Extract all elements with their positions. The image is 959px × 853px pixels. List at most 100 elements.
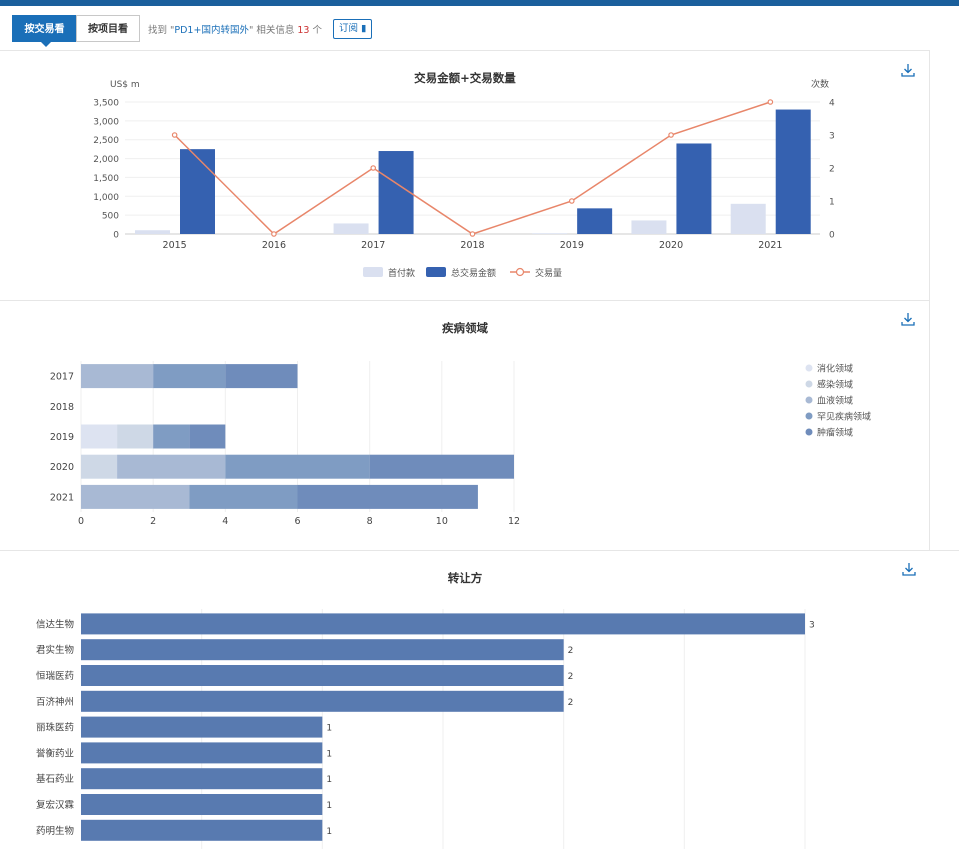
bar-segment-5 bbox=[225, 364, 298, 389]
y-tick-label: 百济神州 bbox=[36, 696, 74, 708]
info-suffix: 个 bbox=[309, 25, 322, 36]
bar-segment-2 bbox=[117, 424, 154, 449]
result-count: 13 bbox=[297, 25, 310, 36]
x-tick-label: 4 bbox=[222, 516, 228, 527]
deal-amount-chart: 交易金额+交易数量 US$ m 次数 0 500 1,000 1,500 2,000 2,500… bbox=[93, 71, 835, 279]
bar-segment-4 bbox=[153, 364, 226, 389]
bar-segment-5 bbox=[297, 484, 478, 509]
bar-segment-3 bbox=[81, 364, 154, 389]
info-prefix: 找到 " bbox=[148, 25, 175, 36]
x-tick-label: 2 bbox=[150, 516, 156, 527]
legend-label: 交易量 bbox=[535, 267, 562, 279]
y-tick-label: 2019 bbox=[50, 432, 74, 443]
chart-title: 交易金额+交易数量 bbox=[414, 71, 516, 85]
line-point bbox=[568, 198, 575, 204]
bar-upfront bbox=[730, 203, 766, 234]
x-tick-label: 2018 bbox=[460, 240, 484, 251]
line-point bbox=[469, 231, 476, 237]
bar-transferor bbox=[81, 716, 323, 738]
x-tick-label: 2017 bbox=[361, 240, 385, 251]
legend-label: 首付款 bbox=[388, 267, 415, 279]
y-tick-left: 0 bbox=[113, 231, 119, 241]
line-point bbox=[171, 132, 178, 138]
bar-segment-4 bbox=[189, 484, 298, 509]
y-tick-left: 3,000 bbox=[93, 117, 119, 127]
bar-total-amount bbox=[577, 208, 613, 234]
y-tick-label: 基石药业 bbox=[36, 773, 74, 785]
y-tick-label: 君实生物 bbox=[36, 644, 75, 656]
toolbar: 按交易看 按项目看 找到 "PD1+国内转国外" 相关信息 13 个 订阅 ▮ bbox=[0, 6, 959, 50]
download-icon[interactable] bbox=[901, 561, 917, 577]
bar-total-amount bbox=[378, 151, 414, 234]
tab-by-project[interactable]: 按项目看 bbox=[76, 15, 140, 42]
bar-transferor bbox=[81, 690, 564, 712]
bar-segment-4 bbox=[225, 454, 370, 479]
chart-title: 转让方 bbox=[448, 571, 483, 585]
bar-upfront bbox=[135, 230, 170, 234]
y-tick-label: 2017 bbox=[50, 372, 74, 383]
y-tick-left: 500 bbox=[102, 212, 119, 222]
bar-value-label: 3 bbox=[809, 620, 815, 630]
y-tick-label: 药明生物 bbox=[36, 825, 75, 837]
y-tick-label: 2018 bbox=[50, 402, 74, 413]
x-tick-label: 6 bbox=[294, 516, 300, 527]
y-tick-left: 1,500 bbox=[93, 174, 119, 184]
y-tick-right: 1 bbox=[829, 198, 835, 208]
line-point bbox=[271, 231, 277, 237]
bar-value-label: 1 bbox=[326, 775, 332, 785]
line-point bbox=[767, 99, 774, 105]
y-tick-label: 2020 bbox=[50, 462, 74, 473]
legend-dot bbox=[805, 412, 813, 420]
x-tick-label: 12 bbox=[508, 516, 520, 527]
bar-segment-3 bbox=[117, 454, 226, 479]
tab-by-deal[interactable]: 按交易看 bbox=[12, 15, 77, 47]
search-result-info: 找到 "PD1+国内转国外" 相关信息 13 个 bbox=[148, 22, 322, 36]
y-tick-left: 2,500 bbox=[93, 136, 119, 146]
download-icon[interactable] bbox=[900, 62, 916, 78]
x-tick-label: 10 bbox=[436, 516, 448, 527]
bar-transferor bbox=[81, 794, 323, 815]
bar-transferor bbox=[81, 665, 564, 686]
x-tick-label: 2021 bbox=[758, 240, 782, 251]
y-tick-label: 信达生物 bbox=[36, 618, 75, 630]
line-point bbox=[668, 132, 674, 138]
y-tick-right: 3 bbox=[829, 132, 835, 142]
legend-label: 罕见疾病领域 bbox=[817, 411, 871, 423]
legend-swatch-upfront bbox=[363, 267, 383, 277]
bar-value-label: 1 bbox=[326, 827, 332, 837]
bar-value-label: 1 bbox=[326, 724, 332, 734]
x-tick-label: 8 bbox=[367, 516, 373, 527]
bar-segment-5 bbox=[189, 424, 226, 449]
bar-transferor bbox=[81, 613, 805, 635]
x-tick-label: 0 bbox=[78, 516, 84, 527]
bar-value-label: 1 bbox=[326, 801, 332, 811]
bar-transferor bbox=[81, 819, 323, 841]
bar-upfront bbox=[631, 220, 667, 234]
chart-title: 疾病领域 bbox=[442, 321, 488, 335]
x-tick-label: 2019 bbox=[560, 240, 584, 251]
subscribe-button[interactable]: 订阅 ▮ bbox=[333, 19, 373, 39]
download-icon[interactable] bbox=[900, 311, 916, 327]
panel-deal-amount: 交易金额+交易数量 US$ m 次数 0 500 1,000 1,500 2,000 2,500… bbox=[0, 50, 930, 300]
bar-transferor bbox=[81, 639, 564, 661]
search-keyword[interactable]: PD1+国内转国外 bbox=[174, 25, 249, 36]
line-point bbox=[370, 165, 377, 171]
bar-upfront bbox=[333, 223, 369, 234]
bar-transferor bbox=[81, 768, 323, 790]
info-mid: " 相关信息 bbox=[248, 25, 298, 36]
legend-label: 总交易金额 bbox=[451, 267, 496, 279]
legend-dot bbox=[805, 364, 813, 372]
panel-transferor: 转让方 信达生物 3 君实生物 2 恒瑞医药 2 百济神州 2 丽珠医药 1 誉衡药业 1 基石药业 1 复宏… bbox=[0, 550, 959, 849]
bar-segment-4 bbox=[153, 424, 190, 449]
y-tick-label: 誉衡药业 bbox=[36, 747, 74, 759]
y-tick-left: 2,000 bbox=[93, 155, 119, 165]
disease-area-chart: 疾病领域 0 2 4 6 8 10 12 2017 2018 2019 2020 2021 消化领域感染领… bbox=[50, 321, 871, 527]
bar-value-label: 2 bbox=[568, 646, 574, 656]
x-tick-label: 2016 bbox=[262, 240, 286, 251]
bar-segment-5 bbox=[369, 454, 514, 479]
y-tick-right: 0 bbox=[829, 231, 835, 241]
legend-swatch-total bbox=[426, 267, 446, 277]
y-tick-right: 4 bbox=[829, 99, 835, 109]
legend-label: 肿瘤领域 bbox=[817, 427, 853, 439]
